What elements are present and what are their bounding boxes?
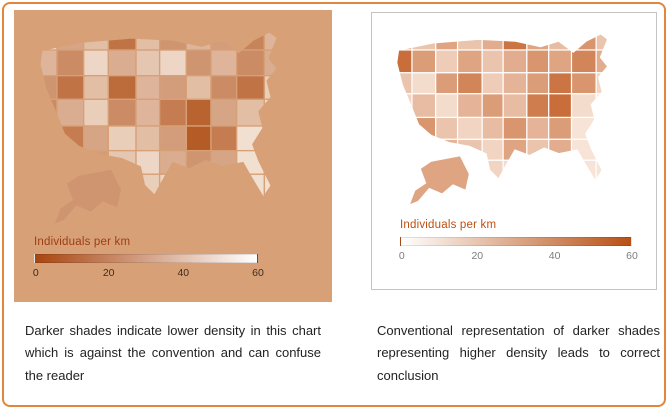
legend-title: Individuals per km (34, 236, 131, 248)
legend-ticks: 0 20 40 60 (32, 267, 264, 280)
legend-conventional: Individuals per km 0 20 40 60 (398, 219, 638, 263)
legend-tick: 40 (177, 267, 190, 279)
us-choropleth-map-reversed (38, 30, 279, 226)
legend-tick: 0 (398, 250, 405, 262)
caption-conventional-scale: Conventional representation of darker sh… (377, 323, 660, 383)
legend-tick: 20 (471, 250, 484, 262)
legend-tick: 60 (626, 250, 638, 262)
legend-reversed: Individuals per km 0 20 40 60 (32, 236, 264, 280)
caption-reversed-scale: Darker shades indicate lower density in … (25, 323, 321, 383)
legend-gradient-bar (34, 254, 258, 263)
legend-tick: 0 (32, 267, 39, 279)
legend-tick: 20 (102, 267, 115, 279)
reversed-scale-map-panel: Individuals per km 0 20 40 60 (14, 10, 332, 302)
legend-tick: 40 (548, 250, 561, 262)
legend-tick: 60 (252, 267, 264, 279)
us-choropleth-map-conventional (395, 32, 610, 206)
legend-ticks: 0 20 40 60 (398, 250, 638, 263)
legend-gradient-bar (400, 237, 632, 246)
conventional-scale-map-panel: Individuals per km 0 20 40 60 (371, 12, 657, 290)
legend-title: Individuals per km (400, 219, 497, 231)
